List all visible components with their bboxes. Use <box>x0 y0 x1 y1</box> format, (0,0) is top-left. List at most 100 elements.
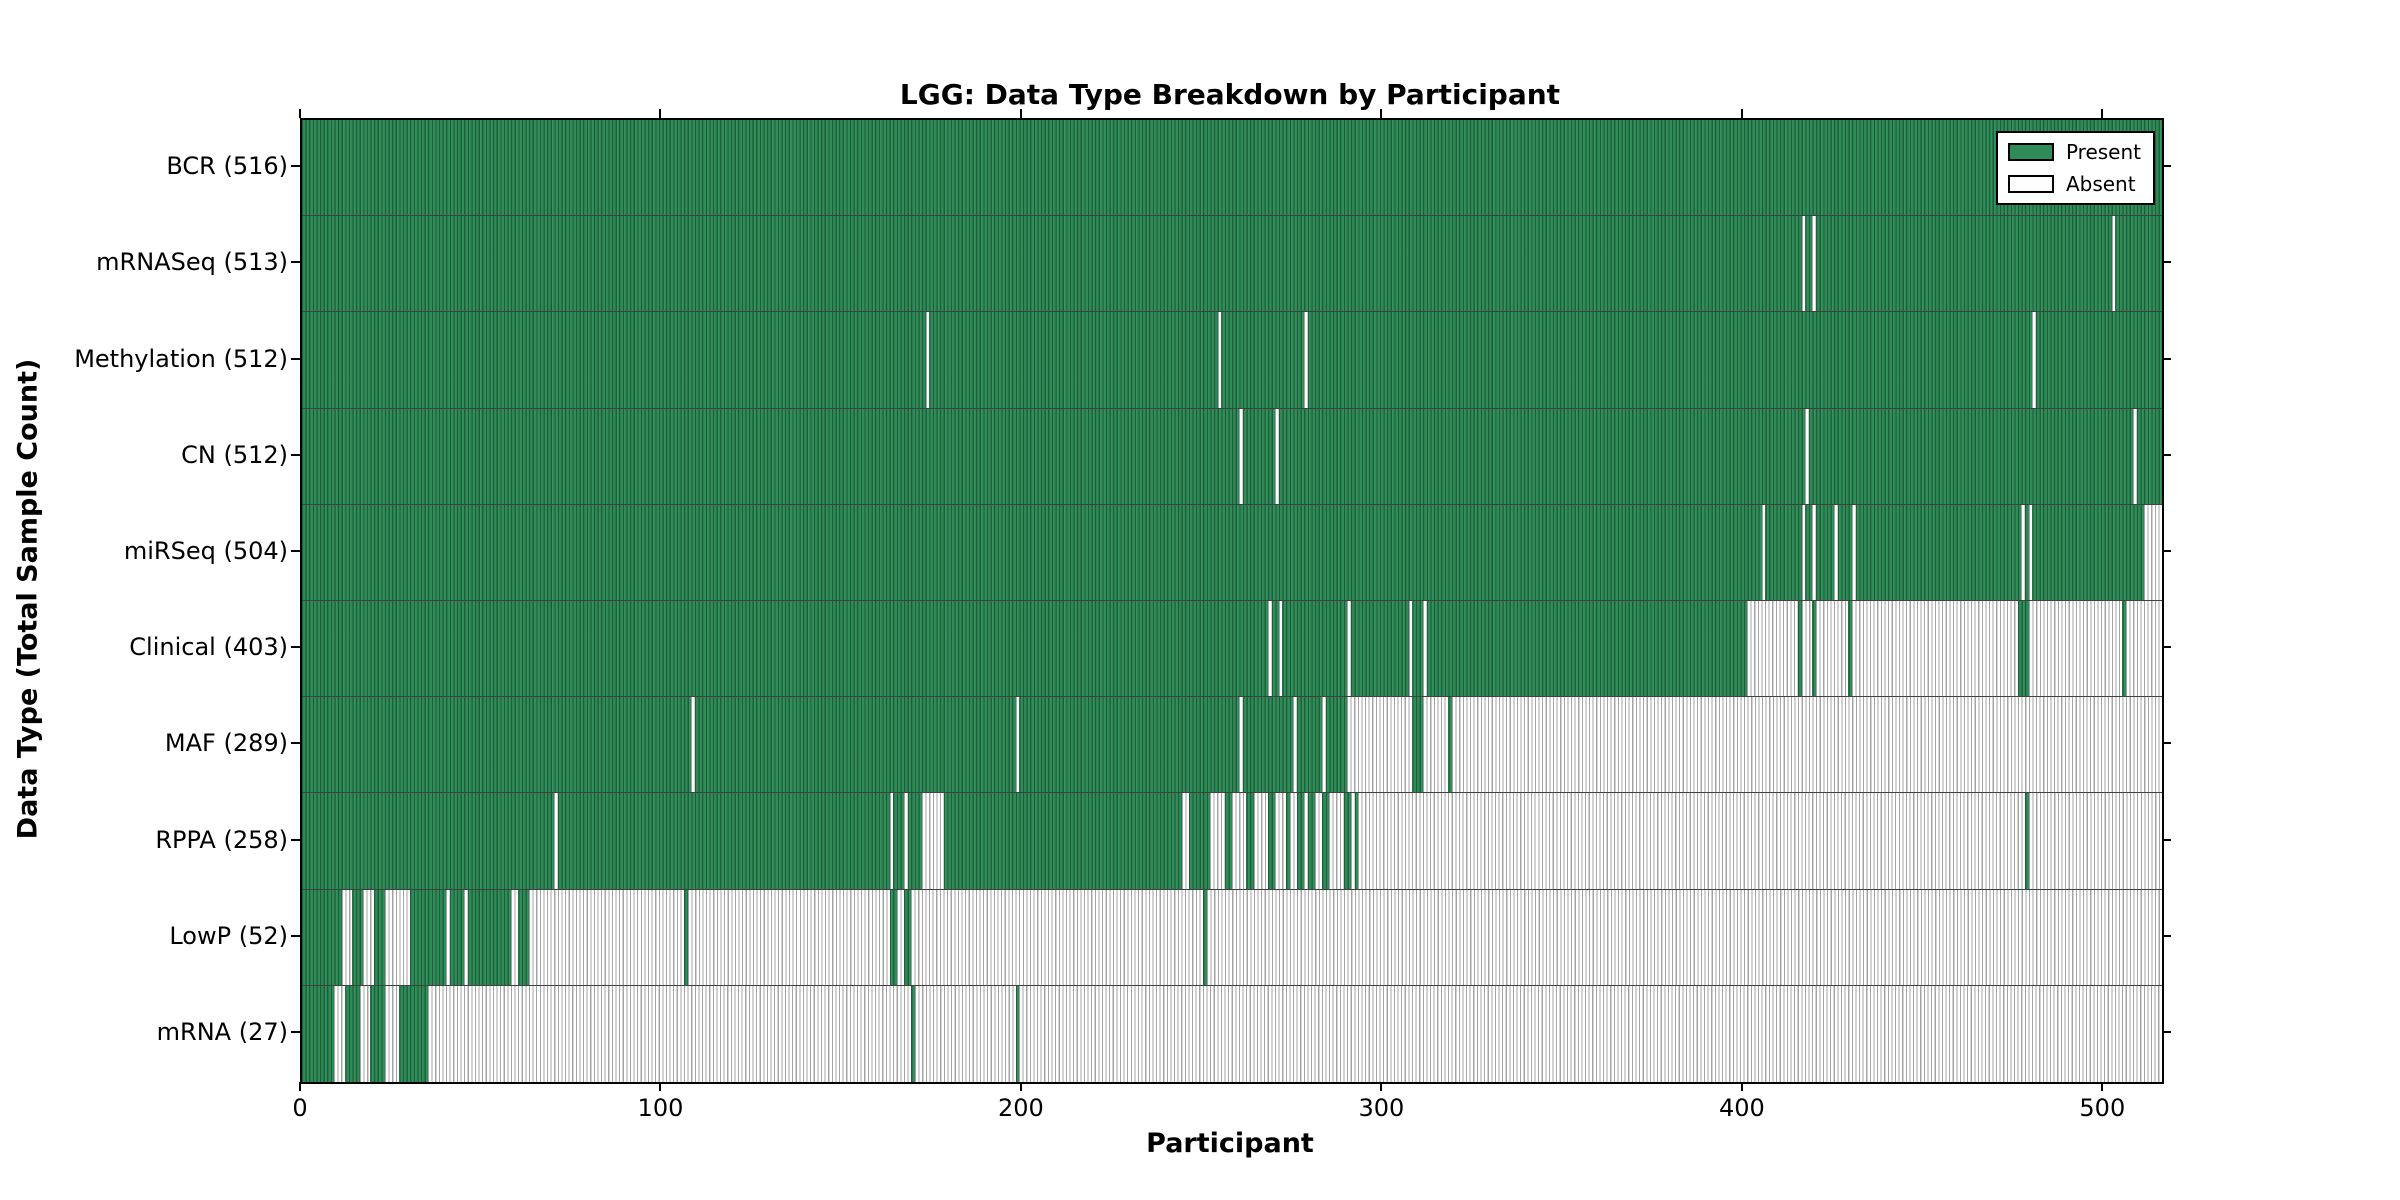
data-type-row-BCR <box>302 120 2162 217</box>
absent-segment <box>1322 697 1326 793</box>
tick-mark <box>291 934 300 937</box>
tick-mark <box>2162 1030 2171 1033</box>
x-tick-label-500: 500 <box>2079 1094 2126 1122</box>
absent-segment <box>1278 600 1283 697</box>
tick-mark <box>1380 1082 1383 1091</box>
absent-segment <box>1451 697 2162 793</box>
legend: Present Absent <box>1995 131 2155 205</box>
tick-mark <box>291 1030 300 1033</box>
absent-segment <box>1801 600 1813 697</box>
chart-title: LGG: Data Type Breakdown by Participant <box>899 78 1561 111</box>
tick-mark <box>2101 109 2104 118</box>
absent-segment <box>1350 793 1355 889</box>
absent-swatch <box>2007 175 2054 193</box>
tick-mark <box>1019 1082 1022 1091</box>
data-type-row-mRNASeq <box>302 216 2162 313</box>
absent-segment <box>1815 600 1849 697</box>
absent-segment <box>922 793 944 889</box>
absent-segment <box>2021 504 2025 600</box>
present-fill <box>302 504 2162 600</box>
tick-mark <box>2101 1082 2104 1091</box>
absent-segment <box>359 985 371 1082</box>
y-tick-label-Clinical: Clinical (403) <box>129 633 288 662</box>
tick-mark <box>291 261 300 264</box>
tick-mark <box>2162 838 2171 841</box>
tick-mark <box>2162 646 2171 649</box>
absent-segment <box>1232 793 1247 889</box>
y-tick-label-Methylation: Methylation (512) <box>74 344 288 373</box>
tick-mark <box>2162 453 2171 456</box>
legend-label-absent: Absent <box>2065 172 2136 196</box>
absent-segment <box>1293 697 1297 793</box>
absent-segment <box>914 985 1016 1082</box>
tick-mark <box>291 357 300 360</box>
absent-segment <box>1314 793 1323 889</box>
absent-segment <box>1275 793 1287 889</box>
absent-segment <box>2028 504 2033 600</box>
tick-mark <box>659 109 662 118</box>
x-tick-label-200: 200 <box>998 1094 1044 1122</box>
absent-segment <box>529 889 685 985</box>
y-tick-label-MAF: MAF (289) <box>164 729 288 758</box>
data-type-row-LowP <box>302 889 2162 986</box>
data-type-row-miRSeq <box>302 504 2162 601</box>
data-type-row-CN <box>302 408 2162 505</box>
y-tick-label-LowP: LowP (52) <box>169 921 288 950</box>
absent-segment <box>2028 793 2162 889</box>
absent-segment <box>1852 504 1856 600</box>
x-tick-label-400: 400 <box>1718 1094 1765 1122</box>
data-type-row-Methylation <box>302 312 2162 409</box>
absent-segment <box>1852 600 2018 697</box>
tick-mark <box>291 838 300 841</box>
absent-segment <box>1801 504 1806 600</box>
absent-segment <box>384 889 411 985</box>
tick-mark <box>2162 357 2171 360</box>
absent-segment <box>511 889 519 985</box>
absent-segment <box>1812 216 1816 312</box>
data-type-row-Clinical <box>302 600 2162 698</box>
tick-mark <box>291 549 300 552</box>
absent-segment <box>1304 793 1308 889</box>
present-fill <box>302 312 2162 408</box>
absent-segment <box>341 889 353 985</box>
x-axis-label: Participant <box>1146 1128 1314 1159</box>
tick-mark <box>291 453 300 456</box>
y-axis-label: Data Type (Total Sample Count) <box>12 358 44 840</box>
tick-mark <box>1740 1082 1743 1091</box>
absent-segment <box>1358 793 2026 889</box>
absent-segment <box>1015 697 1020 793</box>
absent-segment <box>446 889 450 985</box>
absent-segment <box>1833 504 1838 600</box>
tick-mark <box>299 1082 301 1091</box>
absent-segment <box>896 889 904 985</box>
present-fill <box>302 216 2162 312</box>
present-fill <box>302 120 2162 216</box>
tick-mark <box>291 646 300 649</box>
absent-segment <box>1347 600 1351 697</box>
absent-segment <box>554 793 558 889</box>
y-tick-label-CN: CN (512) <box>181 440 288 469</box>
absent-segment <box>2125 600 2162 697</box>
absent-segment <box>2143 504 2162 600</box>
absent-segment <box>2032 312 2036 408</box>
tick-mark <box>1380 109 1383 118</box>
absent-segment <box>464 889 468 985</box>
absent-segment <box>1217 312 1222 408</box>
tick-mark <box>2162 742 2171 745</box>
absent-segment <box>1239 697 1243 793</box>
tick-mark <box>299 109 301 118</box>
absent-segment <box>428 985 912 1082</box>
tick-mark <box>659 1082 662 1091</box>
absent-segment <box>1239 408 1243 504</box>
tick-mark <box>1019 109 1022 118</box>
absent-segment <box>1347 697 1413 793</box>
absent-segment <box>1408 600 1413 697</box>
absent-segment <box>687 889 890 985</box>
y-tick-label-RPPA: RPPA (258) <box>155 825 288 854</box>
y-tick-label-mRNA: mRNA (27) <box>156 1017 288 1046</box>
absent-segment <box>925 312 930 408</box>
absent-segment <box>334 985 346 1082</box>
x-tick-label-0: 0 <box>292 1094 308 1122</box>
absent-segment <box>1253 793 1269 889</box>
